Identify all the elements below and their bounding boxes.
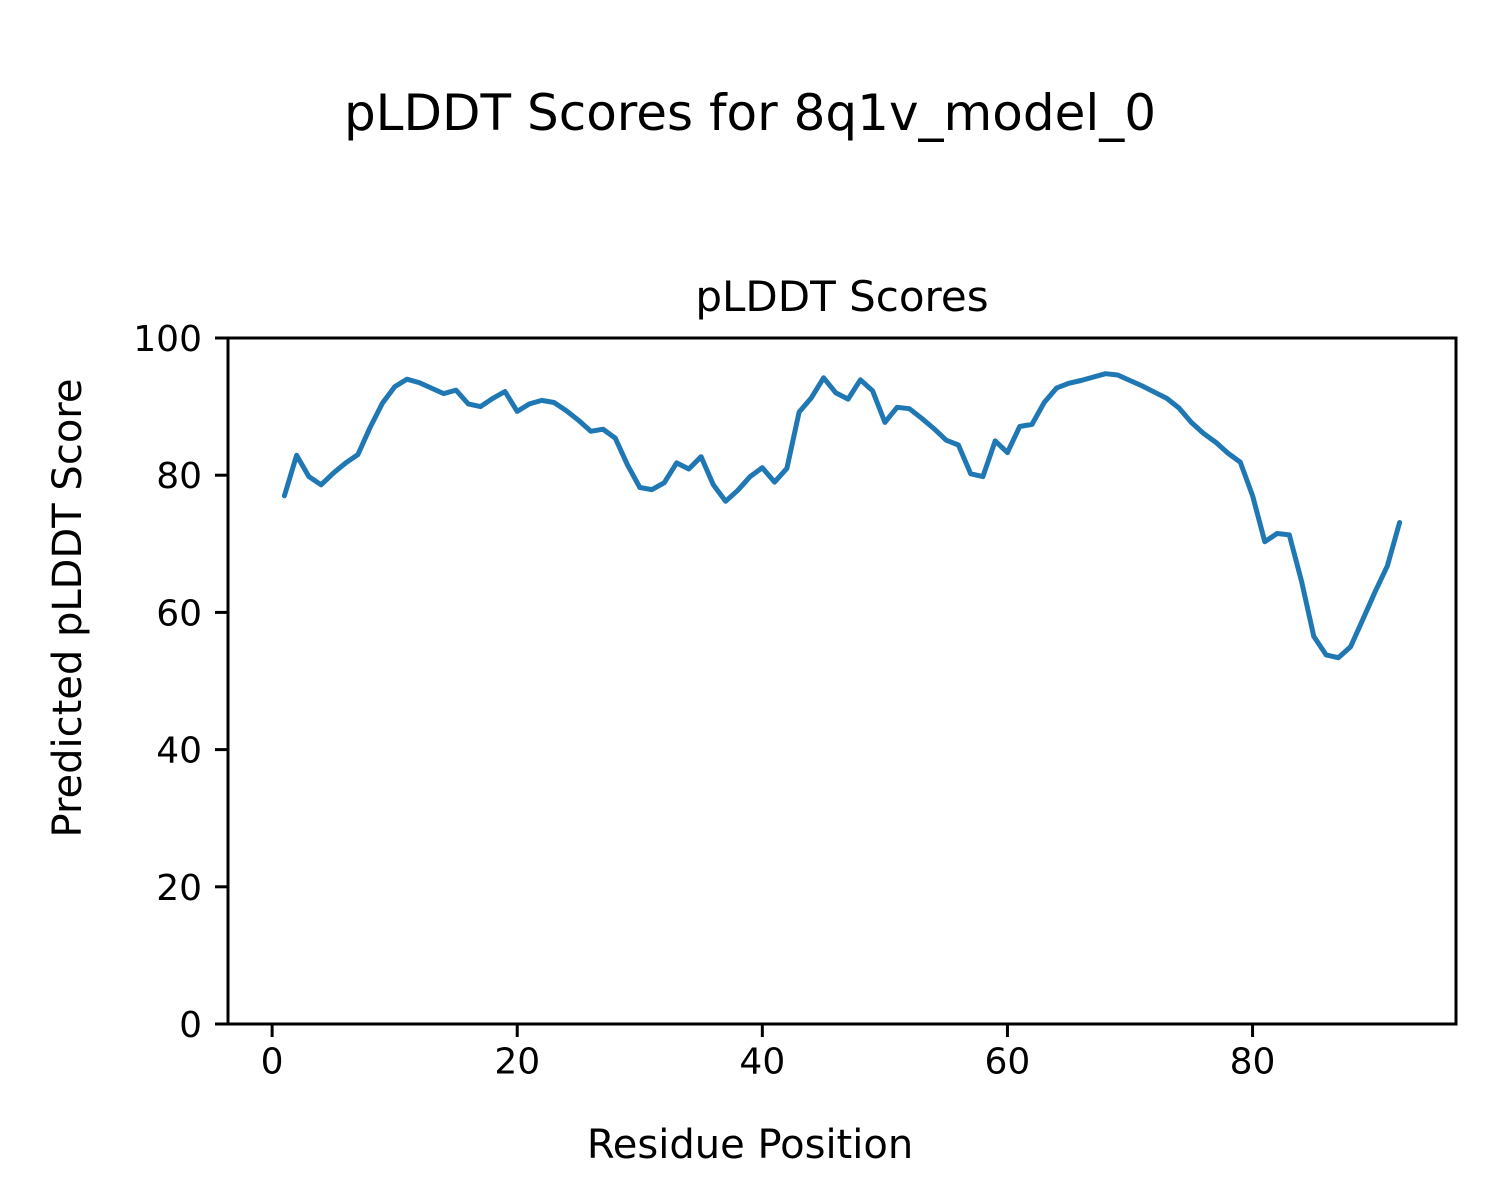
y-axis-label: Predicted pLDDT Score xyxy=(45,378,91,838)
y-tick-label: 20 xyxy=(156,868,202,909)
y-tick-label: 0 xyxy=(179,1005,202,1046)
axes-title: pLDDT Scores xyxy=(695,272,989,321)
plddt-line xyxy=(281,371,1403,661)
axes-spines xyxy=(226,336,1458,1026)
x-tick-label: 60 xyxy=(985,1042,1031,1083)
x-axis-label: Residue Position xyxy=(586,1122,914,1168)
x-tick-label: 80 xyxy=(1230,1042,1276,1083)
y-tick-label: 40 xyxy=(156,731,202,772)
y-tick-label: 100 xyxy=(133,319,202,360)
figure-suptitle: pLDDT Scores for 8q1v_model_0 xyxy=(343,84,1157,142)
y-tick-label: 80 xyxy=(156,456,202,497)
x-tick-label: 40 xyxy=(739,1042,785,1083)
y-tick-label: 60 xyxy=(156,593,202,634)
x-tick-label: 0 xyxy=(261,1042,284,1083)
x-tick-label: 20 xyxy=(494,1042,540,1083)
